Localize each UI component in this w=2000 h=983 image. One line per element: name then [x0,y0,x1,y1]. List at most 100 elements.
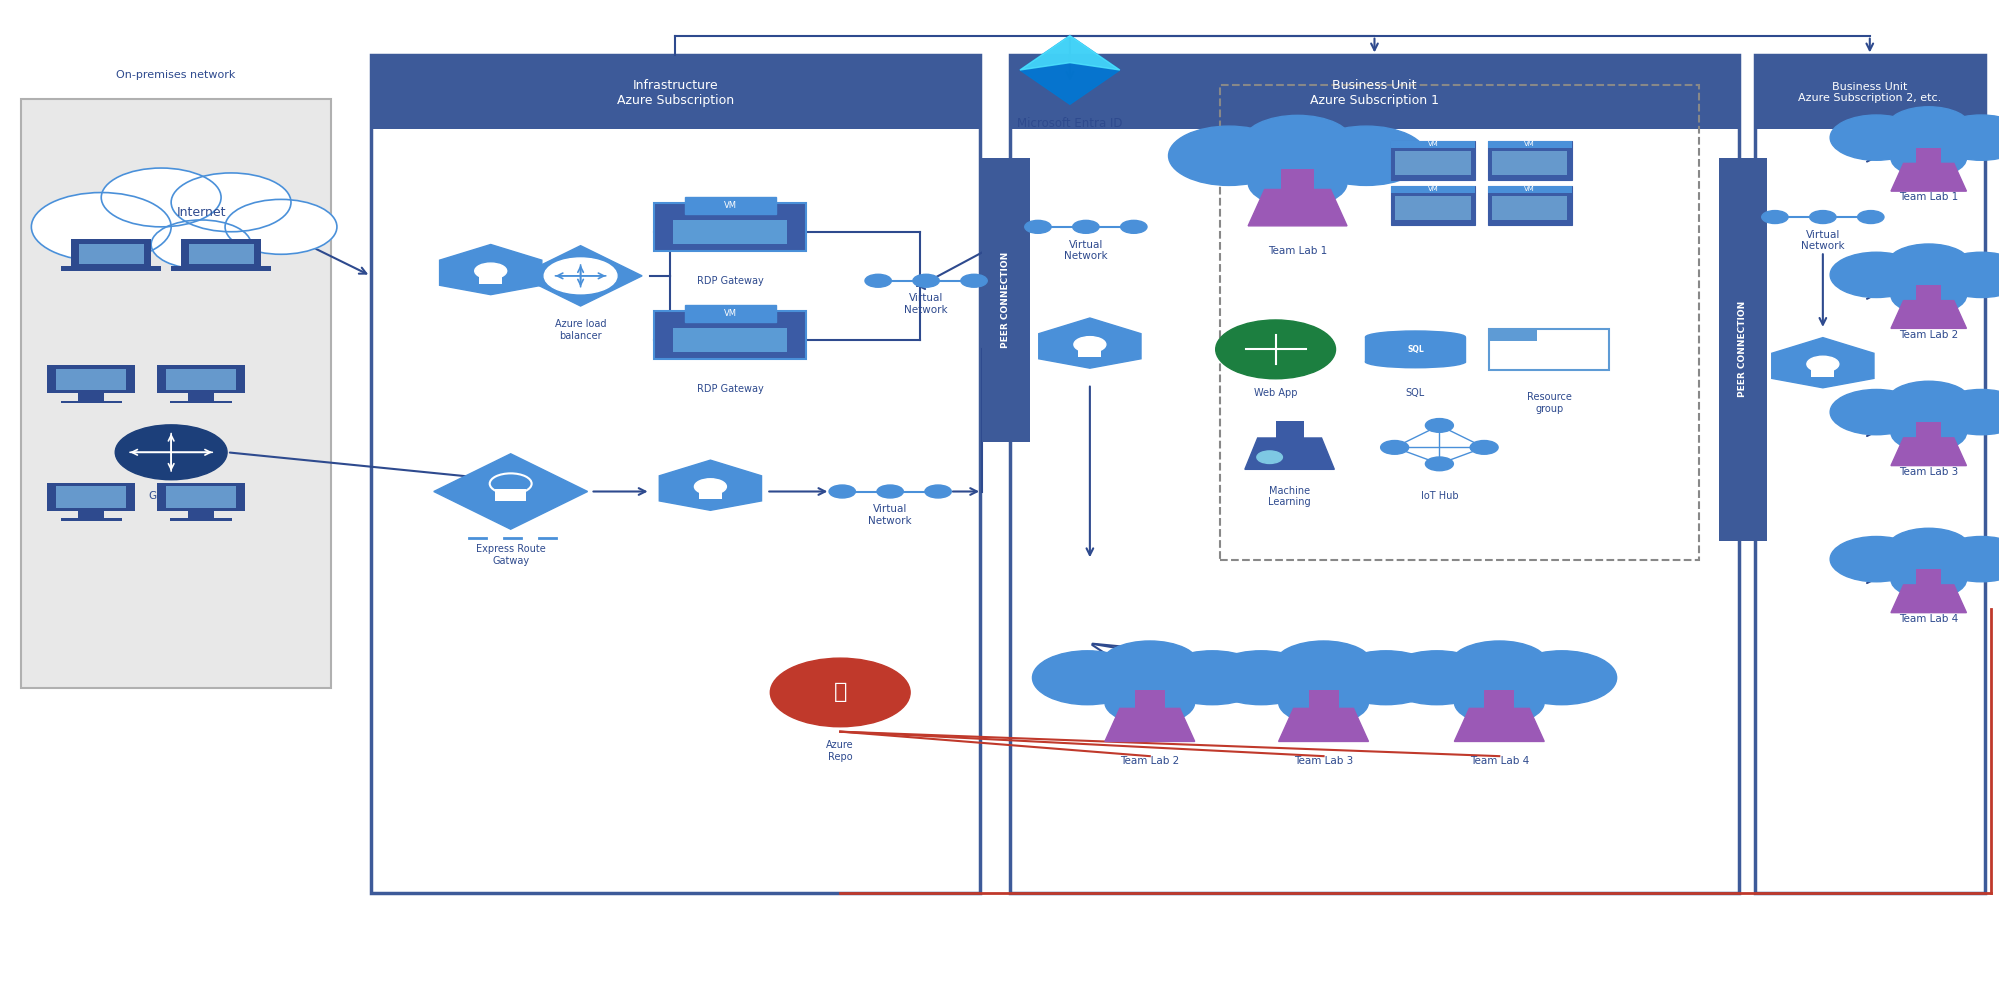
Bar [1720,158,1766,541]
Circle shape [1858,210,1884,223]
Bar [1134,690,1164,709]
Polygon shape [660,460,762,510]
Circle shape [1454,680,1544,724]
Circle shape [1248,158,1348,207]
Circle shape [1024,220,1052,233]
Bar [166,487,236,508]
Circle shape [1306,126,1426,186]
Circle shape [864,274,892,287]
Bar [674,219,788,244]
Circle shape [1426,457,1454,471]
Bar [48,366,136,393]
Circle shape [226,200,336,255]
Text: RDP Gateway: RDP Gateway [698,276,764,286]
Bar [1490,328,1610,370]
Circle shape [1278,680,1368,724]
Bar [62,266,162,271]
Text: Team Lab 1: Team Lab 1 [1900,193,1958,202]
Bar [480,275,502,284]
Circle shape [1806,356,1838,372]
Circle shape [1074,336,1106,352]
Circle shape [1890,561,1966,599]
Circle shape [102,168,222,227]
Text: SQL: SQL [1408,345,1424,354]
Text: Virtual
Network: Virtual Network [1802,230,1844,252]
Bar [1078,348,1102,357]
Circle shape [1104,680,1194,724]
Circle shape [1100,641,1200,690]
Bar [1392,186,1476,225]
Text: IoT Hub: IoT Hub [1420,492,1458,501]
Text: Team Lab 3: Team Lab 3 [1900,467,1958,477]
Polygon shape [1248,190,1348,226]
Text: Team Lab 2: Team Lab 2 [1900,329,1958,340]
Text: Team Lab 3: Team Lab 3 [1294,756,1354,766]
Bar [48,483,136,511]
Text: Virtual
Network: Virtual Network [1064,240,1108,261]
Bar [1916,423,1942,437]
Text: Business Unit
Azure Subscription 2, etc.: Business Unit Azure Subscription 2, etc. [1798,82,1942,103]
Circle shape [1886,381,1970,423]
Text: VM: VM [1524,187,1534,193]
Bar [1396,197,1470,220]
Text: VM: VM [1428,142,1438,147]
Polygon shape [1772,337,1874,387]
Bar [698,491,722,499]
Bar [684,198,776,214]
Bar [1492,150,1568,175]
Circle shape [1256,451,1282,463]
Circle shape [1830,537,1922,582]
Circle shape [1216,319,1336,378]
Ellipse shape [1366,331,1466,343]
Bar [188,511,214,519]
Circle shape [1934,537,2000,582]
Text: Express Route
Gatway: Express Route Gatway [476,545,546,566]
Bar [1488,141,1572,180]
Circle shape [1886,244,1970,285]
Circle shape [172,173,290,232]
Polygon shape [1454,709,1544,741]
Bar [982,158,1030,442]
Bar [1488,186,1572,193]
Circle shape [1168,126,1290,186]
Bar [1392,186,1476,193]
Text: Internet: Internet [176,205,226,218]
Text: Team Lab 4: Team Lab 4 [1900,614,1958,624]
Circle shape [960,274,988,287]
Circle shape [1506,651,1616,705]
Bar [1308,690,1338,709]
Circle shape [1890,140,1966,177]
Polygon shape [1890,301,1966,328]
Text: Microsoft Entra ID: Microsoft Entra ID [1018,117,1122,131]
Polygon shape [1890,437,1966,466]
Polygon shape [1890,163,1966,191]
Bar [188,244,254,263]
Bar [182,239,262,266]
Bar [1916,147,1942,163]
Bar [674,327,788,352]
Bar [1488,141,1572,147]
Circle shape [1830,115,1922,160]
Circle shape [1120,220,1146,233]
Circle shape [1934,253,2000,298]
Text: Team Lab 4: Team Lab 4 [1470,756,1528,766]
Circle shape [1332,651,1440,705]
Polygon shape [1278,709,1368,741]
Bar [72,239,152,266]
Polygon shape [1890,585,1966,612]
Circle shape [1382,651,1492,705]
Circle shape [1886,528,1970,569]
Bar [1492,197,1568,220]
Bar [1220,85,1700,560]
Bar [1916,569,1942,585]
Polygon shape [1038,318,1142,369]
Circle shape [1450,641,1550,690]
Bar [1010,55,1738,129]
Bar [170,401,232,403]
Text: Business Unit
Azure Subscription 1: Business Unit Azure Subscription 1 [1310,79,1438,106]
Text: Web App: Web App [1254,388,1298,398]
Bar [1276,421,1304,438]
Polygon shape [440,245,542,295]
Polygon shape [1020,35,1120,70]
Bar [1366,337,1466,362]
